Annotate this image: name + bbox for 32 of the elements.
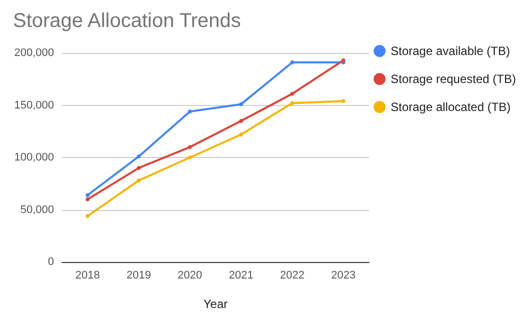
x-tick-label: 2023 [331,270,356,282]
y-tick-label: 0 [48,256,54,268]
point [86,193,90,198]
legend-label: Storage allocated (TB) [390,100,511,114]
point [290,101,294,106]
point [136,178,141,182]
x-tick-label: 2021 [228,270,254,282]
point [86,214,90,218]
y-tick-label: 150,000 [14,99,54,112]
point [239,102,244,106]
y-tick-label: 100,000 [14,152,54,164]
legend-label: Storage requested (TB) [390,72,516,86]
point [290,92,294,96]
x-tick-label: 2019 [126,270,151,282]
x-axis-title: Year [203,297,228,311]
x-tick-label: 2022 [280,270,304,282]
point [341,99,346,104]
point [188,110,192,114]
point [188,145,192,150]
point [136,166,141,170]
legend-label: Storage available (TB) [390,44,510,58]
point [239,118,244,123]
point [188,156,192,160]
chart-title: Storage Allocation Trends [13,10,241,32]
point [239,132,244,137]
x-tick-label: 2020 [178,270,202,282]
point [136,154,141,158]
y-tick-label: 50,000 [20,204,54,216]
y-tick-label: 200,000 [14,47,54,59]
x-tick-label: 2018 [75,270,100,282]
point [86,197,90,202]
point [290,60,294,64]
